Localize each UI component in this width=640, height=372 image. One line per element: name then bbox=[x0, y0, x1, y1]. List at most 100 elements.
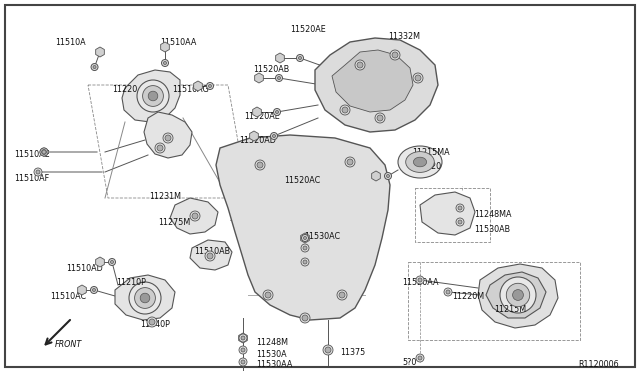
Polygon shape bbox=[420, 192, 475, 235]
Text: 11520AE: 11520AE bbox=[244, 112, 280, 121]
Circle shape bbox=[157, 145, 163, 151]
Circle shape bbox=[239, 346, 247, 354]
Text: 11530AA: 11530AA bbox=[256, 360, 292, 369]
Circle shape bbox=[303, 246, 307, 250]
Circle shape bbox=[392, 52, 398, 58]
Ellipse shape bbox=[140, 293, 150, 303]
Circle shape bbox=[446, 290, 450, 294]
Text: 11248MA: 11248MA bbox=[474, 210, 511, 219]
Polygon shape bbox=[276, 53, 284, 63]
Circle shape bbox=[377, 115, 383, 121]
Circle shape bbox=[207, 253, 213, 259]
Circle shape bbox=[301, 244, 309, 252]
Circle shape bbox=[163, 61, 166, 64]
Circle shape bbox=[93, 65, 96, 68]
Polygon shape bbox=[95, 47, 104, 57]
Circle shape bbox=[36, 170, 40, 174]
Circle shape bbox=[42, 150, 46, 154]
Polygon shape bbox=[478, 264, 558, 328]
Circle shape bbox=[155, 143, 165, 153]
Circle shape bbox=[298, 57, 301, 60]
Circle shape bbox=[337, 290, 347, 300]
Circle shape bbox=[275, 74, 282, 81]
Circle shape bbox=[275, 110, 278, 113]
Circle shape bbox=[416, 354, 424, 362]
Circle shape bbox=[109, 259, 115, 266]
Text: 11375: 11375 bbox=[340, 348, 365, 357]
Ellipse shape bbox=[406, 152, 435, 172]
Circle shape bbox=[413, 73, 423, 83]
Circle shape bbox=[271, 132, 278, 140]
Circle shape bbox=[347, 159, 353, 165]
Circle shape bbox=[163, 133, 173, 143]
Text: 11220: 11220 bbox=[112, 85, 137, 94]
Circle shape bbox=[239, 358, 247, 366]
Circle shape bbox=[207, 83, 214, 90]
Circle shape bbox=[90, 286, 97, 294]
Polygon shape bbox=[315, 38, 438, 132]
Circle shape bbox=[303, 237, 307, 240]
Text: 11520AC: 11520AC bbox=[284, 176, 320, 185]
Circle shape bbox=[205, 251, 215, 261]
Circle shape bbox=[278, 77, 280, 80]
Ellipse shape bbox=[506, 283, 530, 307]
Polygon shape bbox=[95, 257, 104, 267]
Polygon shape bbox=[239, 333, 247, 343]
Circle shape bbox=[323, 345, 333, 355]
Polygon shape bbox=[190, 240, 232, 270]
Polygon shape bbox=[255, 73, 263, 83]
Circle shape bbox=[147, 317, 157, 327]
Circle shape bbox=[418, 278, 422, 282]
Text: 11231M: 11231M bbox=[149, 192, 181, 201]
Text: 11530A: 11530A bbox=[256, 350, 287, 359]
Ellipse shape bbox=[398, 146, 442, 178]
Ellipse shape bbox=[413, 157, 427, 167]
Circle shape bbox=[40, 148, 48, 156]
Text: 11332M: 11332M bbox=[388, 32, 420, 41]
Polygon shape bbox=[170, 198, 218, 234]
Circle shape bbox=[385, 173, 392, 180]
Text: 11510AE: 11510AE bbox=[14, 150, 50, 159]
Circle shape bbox=[300, 313, 310, 323]
Circle shape bbox=[345, 157, 355, 167]
Circle shape bbox=[387, 174, 390, 177]
Circle shape bbox=[340, 105, 350, 115]
Ellipse shape bbox=[148, 91, 158, 101]
Text: 11210P: 11210P bbox=[116, 278, 146, 287]
Text: 11215M: 11215M bbox=[494, 305, 526, 314]
Text: 11220M: 11220M bbox=[452, 292, 484, 301]
Circle shape bbox=[273, 135, 275, 138]
Polygon shape bbox=[122, 70, 180, 122]
Circle shape bbox=[40, 148, 48, 156]
Text: 11510AG: 11510AG bbox=[172, 85, 209, 94]
Circle shape bbox=[273, 109, 280, 115]
Circle shape bbox=[265, 292, 271, 298]
Circle shape bbox=[209, 84, 211, 87]
Text: FRONT: FRONT bbox=[55, 340, 83, 349]
Text: 11510AD: 11510AD bbox=[66, 264, 103, 273]
Circle shape bbox=[302, 315, 308, 321]
Ellipse shape bbox=[513, 289, 524, 301]
Circle shape bbox=[257, 162, 263, 168]
Circle shape bbox=[375, 113, 385, 123]
Text: 11520AD: 11520AD bbox=[239, 136, 276, 145]
Circle shape bbox=[111, 260, 113, 263]
Text: 11215MA: 11215MA bbox=[412, 148, 450, 157]
Circle shape bbox=[415, 75, 421, 81]
Polygon shape bbox=[486, 272, 546, 318]
Circle shape bbox=[241, 360, 245, 364]
Circle shape bbox=[42, 150, 47, 154]
Polygon shape bbox=[77, 285, 86, 295]
Circle shape bbox=[241, 337, 244, 340]
Text: 11520AA: 11520AA bbox=[402, 278, 438, 287]
Polygon shape bbox=[144, 112, 192, 158]
Circle shape bbox=[239, 334, 247, 342]
Polygon shape bbox=[253, 107, 261, 117]
Circle shape bbox=[149, 319, 155, 325]
Text: 11520AE: 11520AE bbox=[290, 25, 326, 34]
Circle shape bbox=[296, 55, 303, 61]
Circle shape bbox=[325, 347, 331, 353]
Circle shape bbox=[165, 135, 171, 141]
Circle shape bbox=[241, 336, 245, 340]
Ellipse shape bbox=[500, 277, 536, 313]
